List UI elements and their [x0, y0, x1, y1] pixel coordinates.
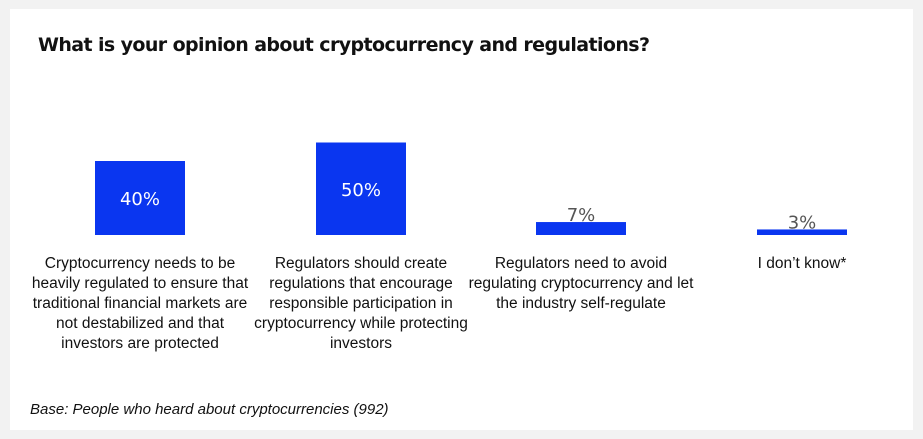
- chart-title: What is your opinion about cryptocurrenc…: [38, 34, 650, 56]
- data-label: 3%: [788, 212, 817, 233]
- bar: [536, 222, 626, 235]
- bar: [316, 142, 406, 235]
- category-label: Regulators need to avoid regulating cryp…: [468, 255, 694, 312]
- data-label: 40%: [120, 189, 160, 210]
- category-label: Cryptocurrency needs to be heavily regul…: [31, 255, 249, 352]
- bar: [757, 229, 847, 235]
- bar: [95, 161, 185, 235]
- category-label: Regulators should create regulations tha…: [254, 255, 468, 352]
- base-footnote: Base: People who heard about cryptocurre…: [30, 401, 389, 418]
- category-label: I don’t know*: [757, 255, 847, 272]
- data-label: 50%: [341, 180, 381, 201]
- data-label: 7%: [567, 205, 596, 226]
